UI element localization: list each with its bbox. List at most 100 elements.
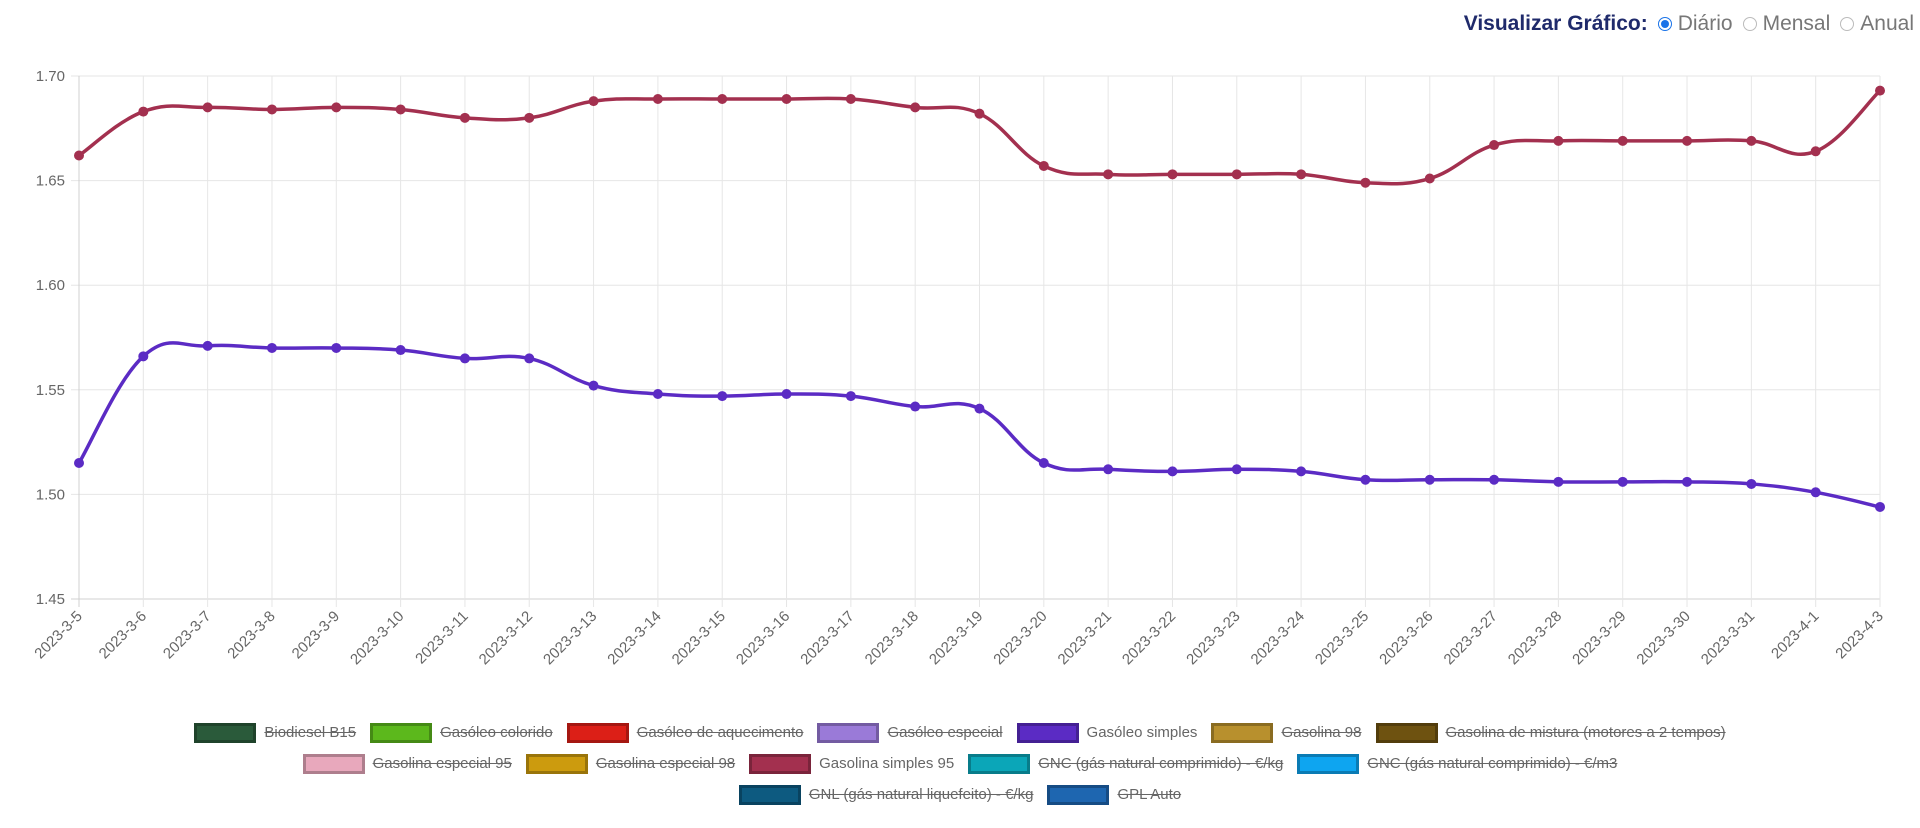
x-tick-label: 2023-3-21 xyxy=(1055,608,1115,668)
data-point-gasolina-simples-95 xyxy=(1875,85,1885,96)
legend-item[interactable]: GPL Auto xyxy=(1047,784,1182,805)
x-tick-label: 2023-3-22 xyxy=(1119,608,1179,668)
x-tick-label: 2023-3-15 xyxy=(669,608,729,668)
legend-swatch xyxy=(525,753,588,774)
radio-mensal-icon[interactable] xyxy=(1742,17,1757,31)
data-point-gasoleo-simples xyxy=(1489,474,1500,485)
data-point-gasoleo-simples xyxy=(1875,501,1885,512)
radio-mensal-label: Mensal xyxy=(1762,12,1831,35)
radio-anual-icon[interactable] xyxy=(1840,17,1855,31)
data-point-gasolina-simples-95 xyxy=(910,102,921,113)
data-point-gasoleo-simples xyxy=(74,458,84,469)
x-tick-label: 2023-3-8 xyxy=(224,608,278,662)
x-tick-label: 2023-3-9 xyxy=(289,608,343,662)
data-point-gasolina-simples-95 xyxy=(845,94,856,105)
view-chart-controls: Visualizar Gráfico: Diário Mensal Anual xyxy=(1464,8,1914,40)
legend-swatch xyxy=(302,753,365,774)
legend-swatch xyxy=(1297,753,1360,774)
legend-label: Gasolina especial 95 xyxy=(372,755,512,772)
legend-item[interactable]: GNC (gás natural comprimido) - €/m3 xyxy=(1297,753,1618,774)
x-tick-label: 2023-3-27 xyxy=(1441,608,1501,668)
data-point-gasoleo-simples xyxy=(652,388,663,399)
x-tick-label: 2023-3-31 xyxy=(1698,608,1758,668)
x-tick-label: 2023-4-1 xyxy=(1768,608,1822,662)
data-point-gasolina-simples-95 xyxy=(138,106,149,117)
legend-swatch xyxy=(1016,722,1079,743)
radio-option-mensal[interactable]: Mensal xyxy=(1742,12,1831,36)
legend-item[interactable]: Gasolina de mistura (motores a 2 tempos) xyxy=(1375,722,1726,743)
y-tick-label: 1.70 xyxy=(36,68,65,85)
data-point-gasolina-simples-95 xyxy=(1360,177,1371,188)
data-point-gasolina-simples-95 xyxy=(1810,146,1821,157)
x-tick-label: 2023-3-25 xyxy=(1312,608,1372,668)
radio-option-anual[interactable]: Anual xyxy=(1840,12,1914,36)
x-tick-label: 2023-3-26 xyxy=(1376,608,1436,668)
data-point-gasolina-simples-95 xyxy=(781,94,792,105)
y-tick-label: 1.50 xyxy=(36,486,65,503)
data-point-gasolina-simples-95 xyxy=(1424,173,1435,184)
legend-item[interactable]: Gasolina especial 98 xyxy=(525,753,736,774)
data-point-gasoleo-simples xyxy=(1167,466,1178,477)
radio-option-diario[interactable]: Diário xyxy=(1657,12,1733,36)
x-tick-label: 2023-3-13 xyxy=(540,608,600,668)
legend-label: Gasolina 98 xyxy=(1281,724,1362,741)
data-point-gasolina-simples-95 xyxy=(74,150,84,161)
data-point-gasolina-simples-95 xyxy=(1167,169,1178,180)
legend-label: Gasóleo simples xyxy=(1086,724,1198,741)
legend-swatch xyxy=(1375,722,1438,743)
x-tick-label: 2023-3-5 xyxy=(31,608,85,662)
legend-label: GNC (gás natural comprimido) - €/kg xyxy=(1038,755,1284,772)
legend-label: GNC (gás natural comprimido) - €/m3 xyxy=(1367,755,1618,772)
legend-swatch xyxy=(1211,722,1274,743)
x-tick-label: 2023-3-11 xyxy=(412,608,472,668)
x-tick-label: 2023-3-10 xyxy=(347,608,407,668)
data-point-gasolina-simples-95 xyxy=(395,104,406,115)
legend-item[interactable]: GNC (gás natural comprimido) - €/kg xyxy=(968,753,1284,774)
legend-label: Biodiesel B15 xyxy=(264,724,357,741)
legend-label: Gasóleo colorido xyxy=(440,724,553,741)
legend-item[interactable]: Biodiesel B15 xyxy=(194,722,357,743)
data-point-gasoleo-simples xyxy=(1038,458,1049,469)
data-point-gasoleo-simples xyxy=(1682,476,1693,487)
x-tick-label: 2023-3-29 xyxy=(1569,608,1629,668)
legend-item[interactable]: Gasóleo de aquecimento xyxy=(566,722,803,743)
legend-item[interactable]: Gasolina simples 95 xyxy=(749,753,954,774)
legend-item[interactable]: Gasóleo simples xyxy=(1016,722,1198,743)
legend-label: GPL Auto xyxy=(1117,786,1182,803)
legend-item[interactable]: Gasóleo especial xyxy=(817,722,1003,743)
legend-swatch xyxy=(817,722,880,743)
data-point-gasoleo-simples xyxy=(781,388,792,399)
radio-diario-icon[interactable] xyxy=(1657,17,1672,31)
data-point-gasoleo-simples xyxy=(1746,478,1757,489)
data-point-gasoleo-simples xyxy=(331,342,342,353)
data-point-gasoleo-simples xyxy=(1810,487,1821,498)
legend-item[interactable]: GNL (gás natural liquefeito) - €/kg xyxy=(738,784,1033,805)
data-point-gasolina-simples-95 xyxy=(1103,169,1114,180)
legend-row: Gasolina especial 95 Gasolina especial 98… xyxy=(0,748,1920,779)
data-point-gasolina-simples-95 xyxy=(1617,135,1628,146)
data-point-gasoleo-simples xyxy=(1231,464,1242,475)
data-point-gasolina-simples-95 xyxy=(1746,135,1757,146)
data-point-gasolina-simples-95 xyxy=(459,112,470,123)
data-point-gasoleo-simples xyxy=(845,391,856,402)
legend-swatch xyxy=(1047,784,1110,805)
data-point-gasoleo-simples xyxy=(1553,476,1564,487)
x-tick-label: 2023-3-7 xyxy=(160,608,214,662)
data-point-gasoleo-simples xyxy=(202,340,213,351)
x-tick-label: 2023-3-28 xyxy=(1505,608,1565,668)
legend-label: Gasolina de mistura (motores a 2 tempos) xyxy=(1445,724,1726,741)
legend-item[interactable]: Gasóleo colorido xyxy=(370,722,553,743)
data-point-gasoleo-simples xyxy=(395,345,406,356)
data-point-gasoleo-simples xyxy=(266,342,277,353)
x-tick-label: 2023-3-6 xyxy=(96,608,150,662)
data-point-gasoleo-simples xyxy=(1617,476,1628,487)
x-tick-label: 2023-3-17 xyxy=(797,608,857,668)
x-tick-label: 2023-3-16 xyxy=(733,608,793,668)
y-tick-label: 1.60 xyxy=(36,277,65,294)
data-point-gasoleo-simples xyxy=(588,380,599,391)
radio-anual-label: Anual xyxy=(1860,12,1914,35)
view-chart-label: Visualizar Gráfico: xyxy=(1463,12,1648,35)
legend-item[interactable]: Gasolina especial 95 xyxy=(302,753,512,774)
legend-item[interactable]: Gasolina 98 xyxy=(1211,722,1362,743)
legend-label: Gasolina especial 98 xyxy=(595,755,736,772)
